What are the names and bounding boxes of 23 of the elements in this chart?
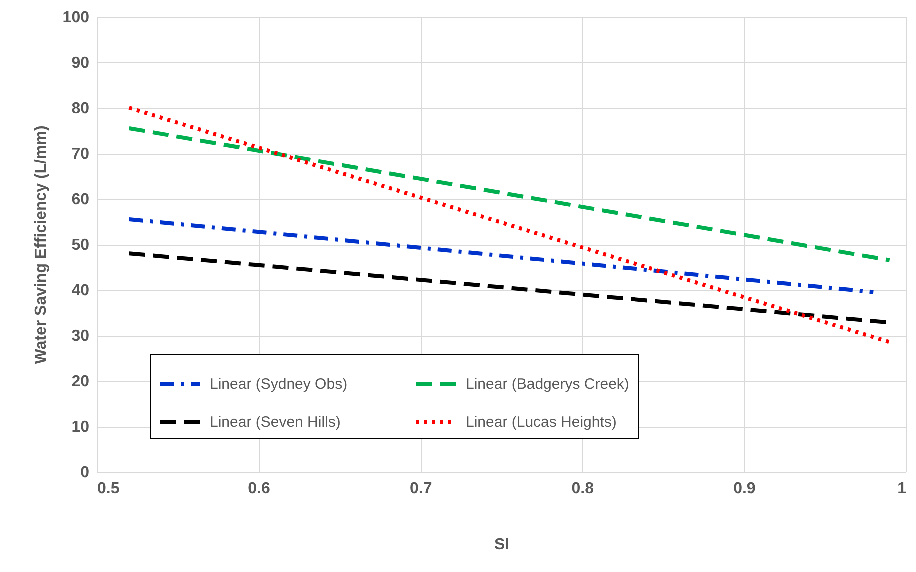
x-tick-label: 0.7 (410, 480, 432, 498)
legend-label: Linear (Sydney Obs) (210, 376, 348, 393)
x-tick-label: 0.8 (572, 480, 594, 498)
y-axis-title: Water Saving Efficiency (L/mm) (32, 126, 50, 364)
x-tick-label: 0.6 (248, 480, 271, 498)
y-tick-label: 50 (72, 237, 90, 254)
x-tick-label: 0.9 (734, 480, 756, 498)
y-tick-label: 10 (72, 419, 90, 436)
y-tick-label: 90 (72, 55, 90, 72)
x-axis-title: SI (494, 536, 510, 554)
x-tick-label: 0.5 (98, 480, 120, 498)
y-tick-label: 20 (72, 374, 90, 390)
y-tick-label: 70 (72, 146, 90, 163)
y-tick-label: 40 (72, 282, 90, 300)
legend-label: Linear (Lucas Heights) (466, 414, 617, 431)
y-tick-label: 0 (80, 464, 90, 482)
y-tick-label: 30 (72, 328, 90, 345)
y-tick-label: 100 (62, 10, 90, 26)
y-tick-label: 80 (72, 100, 90, 118)
legend-label: Linear (Seven Hills) (210, 414, 341, 431)
x-tick-label: 1 (898, 480, 907, 498)
y-tick-label: 60 (72, 192, 90, 208)
legend-label: Linear (Badgerys Creek) (466, 376, 630, 393)
